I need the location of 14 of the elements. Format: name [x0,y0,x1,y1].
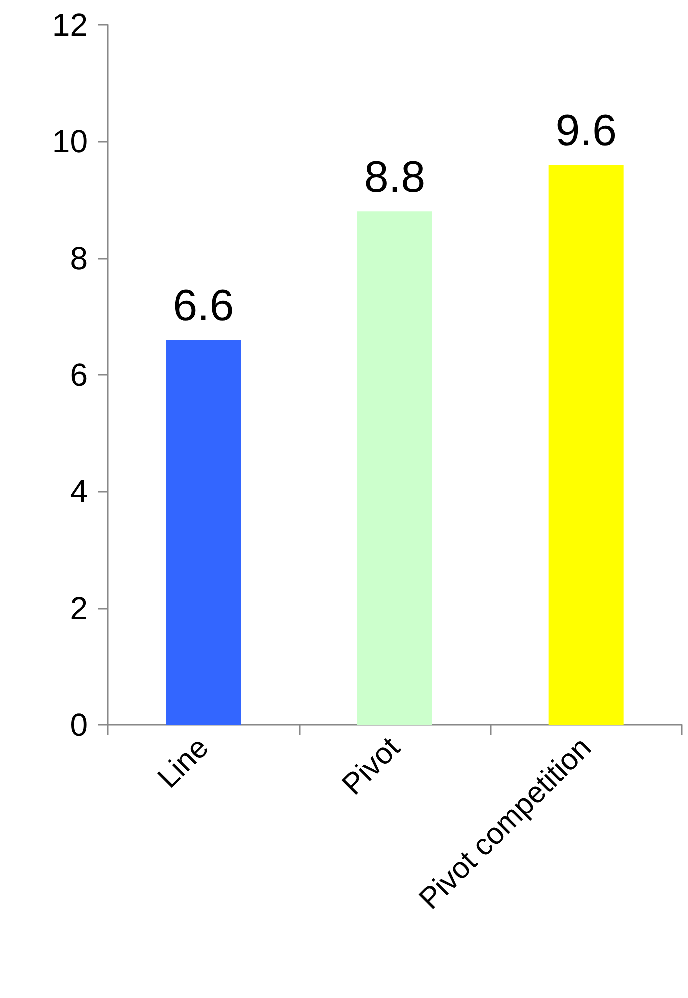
y-tick-label: 2 [70,590,88,626]
bar [358,212,432,725]
x-tick-label: Line [152,731,216,795]
y-tick-label: 6 [70,357,88,393]
data-label: 8.8 [364,153,426,202]
y-tick-label: 10 [52,124,88,160]
y-tick-label: 12 [52,7,88,43]
y-tick-label: 0 [70,707,88,743]
y-tick-label: 4 [70,474,88,510]
data-label: 9.6 [556,106,617,156]
data-label: 6.6 [173,282,234,330]
bar [166,340,242,725]
bar [548,165,624,725]
y-tick-label: 8 [70,240,88,276]
